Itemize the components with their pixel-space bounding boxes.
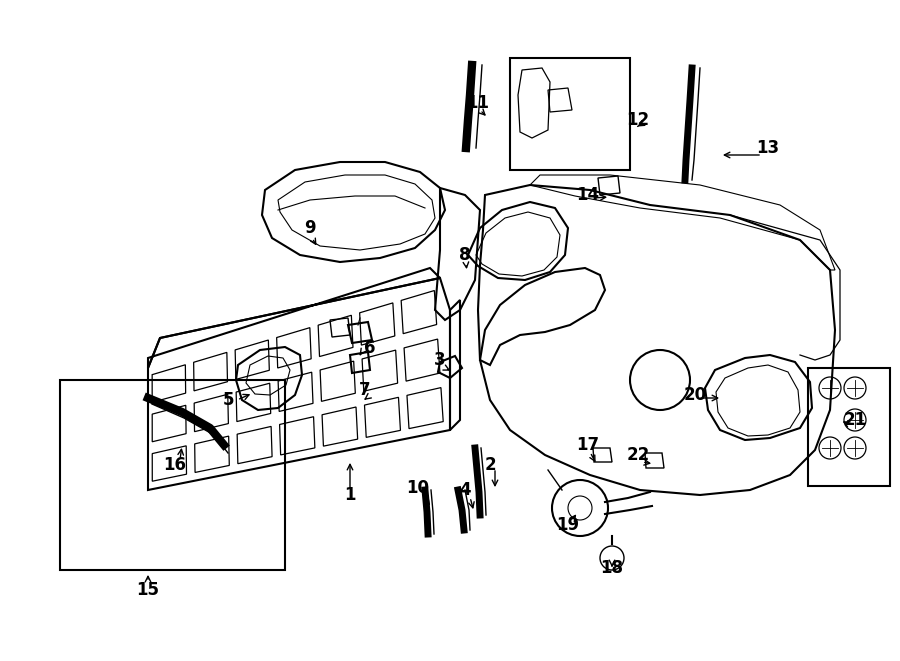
Text: 18: 18 — [600, 559, 624, 577]
Text: 19: 19 — [556, 516, 580, 534]
Text: 22: 22 — [626, 446, 650, 464]
Text: 10: 10 — [407, 479, 429, 497]
Text: 15: 15 — [137, 581, 159, 599]
Text: 2: 2 — [484, 456, 496, 474]
Text: 17: 17 — [576, 436, 599, 454]
Bar — [510, 58, 630, 170]
Text: 9: 9 — [304, 219, 316, 237]
Text: 12: 12 — [626, 111, 650, 129]
Text: 13: 13 — [756, 139, 779, 157]
Text: 20: 20 — [683, 386, 706, 404]
Text: 8: 8 — [459, 246, 471, 264]
Text: 6: 6 — [364, 339, 376, 357]
Text: 7: 7 — [359, 381, 371, 399]
Text: 11: 11 — [466, 94, 490, 112]
Text: 14: 14 — [576, 186, 599, 204]
Text: 4: 4 — [459, 481, 471, 499]
Text: 3: 3 — [434, 351, 446, 369]
Text: 16: 16 — [164, 456, 186, 474]
Text: 1: 1 — [344, 486, 356, 504]
Text: 5: 5 — [222, 391, 234, 409]
Bar — [60, 380, 285, 570]
Bar — [808, 368, 890, 486]
Text: 21: 21 — [843, 411, 867, 429]
